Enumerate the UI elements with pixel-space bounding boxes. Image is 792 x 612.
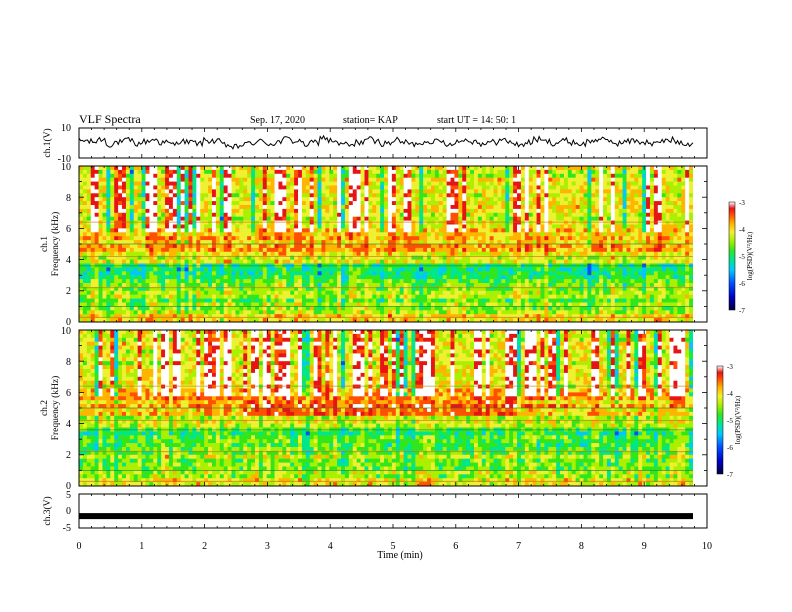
xtick-10: 10 [702,541,712,552]
ch3-waveform-line [79,513,693,520]
ch1-ytick-2: 2 [66,286,71,297]
ch2-cb-tick-7: -7 [727,471,733,479]
ch1-ytick-bottom: -10 [58,154,71,165]
time-axis-label: Time (min) [377,550,422,561]
ch1-frequency-ylabel: Frequency (kHz) [50,212,61,277]
ch3-ytick-5: 5 [66,490,71,501]
xtick-0: 0 [77,541,82,552]
ch2-channel-label: ch.2 [40,400,50,416]
ch2-spectrogram-panel: 0 2 4 6 8 10 ch.2 Frequency (kHz) -3 -4 … [40,326,742,492]
ch2-spectrogram-image [79,330,707,487]
ch1-ytick-8: 8 [66,193,71,204]
ch2-colorbar [716,365,724,475]
ch2-ytick-8: 8 [66,357,71,368]
ch1-cb-tick-3: -3 [739,199,745,207]
ch3-ytick-0: 0 [66,506,71,517]
ch1-cb-tick-5: -5 [739,253,745,261]
xtick-7: 7 [516,541,521,552]
date-label: Sep. 17, 2020 [250,115,305,126]
ch1-ytick-4: 4 [66,255,71,266]
xtick-1: 1 [139,541,144,552]
ch2-cb-tick-4: -4 [727,390,733,398]
ch2-colorbar-label: log(PSD)(V²/Hz) [734,395,742,444]
ch1-waveform-line [79,134,694,150]
xtick-8: 8 [579,541,584,552]
ch2-cb-tick-5: -5 [727,417,733,425]
ch2-cb-tick-6: -6 [727,444,733,452]
ch2-cb-tick-3: -3 [727,363,733,371]
ch1-colorbar-label: log(PSD)(V²/Hz) [746,231,754,280]
ch2-ytick-0: 0 [66,481,71,492]
ch2-ytick-10: 10 [61,326,71,337]
xtick-3: 3 [265,541,270,552]
xtick-9: 9 [642,541,647,552]
xtick-6: 6 [453,541,458,552]
ch1-ytick-10: 10 [61,162,71,173]
ch1-waveform-ylabel: ch.1(V) [42,128,53,157]
ch1-cb-tick-6: -6 [739,280,745,288]
ch2-ytick-2: 2 [66,450,71,461]
time-axis [78,128,708,528]
ch3-ytick-neg5: -5 [63,523,71,534]
ch1-spectrogram-panel: 0 2 4 6 8 10 ch.1 Frequency (kHz) -3 -4 … [40,162,754,328]
station-label: station= KAP [343,115,398,126]
ch1-ytick-top: 10 [61,123,71,134]
ch1-colorbar [728,201,736,311]
ch1-ytick-6: 6 [66,224,71,235]
ch1-waveform-panel: 10 -10 ch.1(V) [42,123,708,165]
ch2-ytick-4: 4 [66,419,71,430]
start-time-label: start UT = 14: 50: 1 [437,115,516,126]
ch1-channel-label: ch.1 [40,236,50,252]
ch3-waveform-ylabel: ch.3(V) [42,496,53,525]
ch1-ytick-0: 0 [66,317,71,328]
ch2-frequency-ylabel: Frequency (kHz) [50,376,61,441]
figure-title: VLF Spectra [79,112,141,126]
ch1-spectrogram-image [79,166,707,323]
xtick-5: 5 [391,541,396,552]
xtick-4: 4 [328,541,333,552]
ch1-cb-tick-7: -7 [739,307,745,315]
ch2-ytick-6: 6 [66,388,71,399]
xtick-2: 2 [202,541,207,552]
ch1-cb-tick-4: -4 [739,226,745,234]
